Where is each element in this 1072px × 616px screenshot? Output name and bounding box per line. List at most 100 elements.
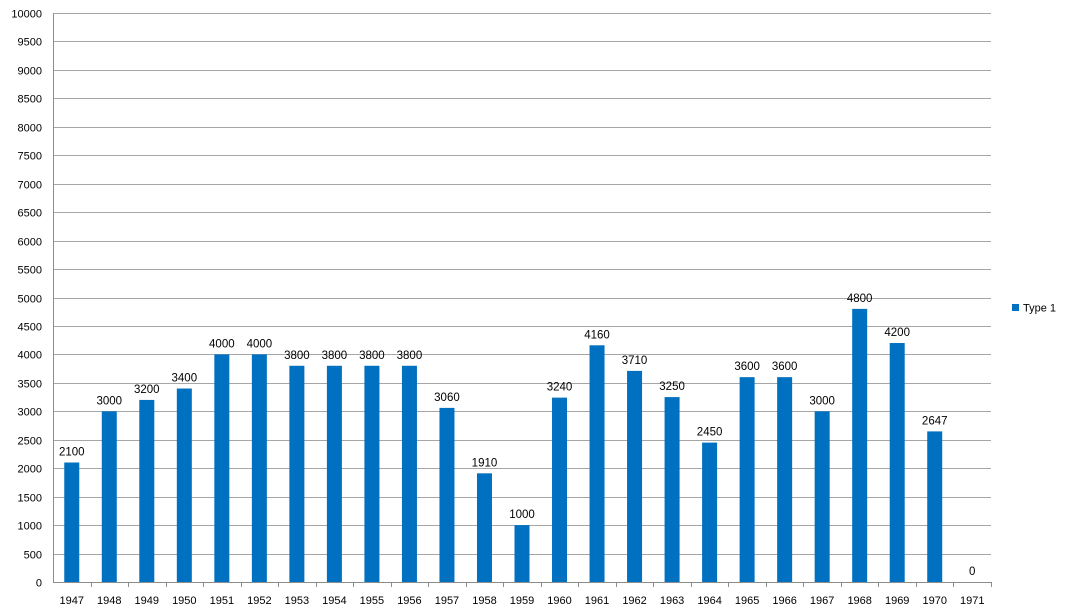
y-tick-label: 3500	[18, 379, 42, 391]
legend-label-type-1: Type 1	[1023, 303, 1056, 315]
data-label-1958: 1910	[472, 457, 498, 469]
data-label-1961: 4160	[584, 329, 610, 341]
data-label-1957: 3060	[434, 392, 460, 404]
y-tick-label: 6000	[18, 237, 42, 249]
x-tick-label: 1971	[960, 595, 984, 607]
x-tick-label: 1947	[60, 595, 84, 607]
y-tick-label: 3000	[18, 407, 42, 419]
data-label-1956: 3800	[397, 350, 423, 362]
y-tick-label: 9000	[18, 66, 42, 78]
bar-1968	[852, 308, 868, 582]
y-tick-label: 1500	[18, 493, 42, 505]
x-tick-label: 1966	[772, 595, 796, 607]
x-tick-label: 1958	[472, 595, 496, 607]
x-tick-label: 1964	[697, 595, 721, 607]
bar-1960	[552, 397, 568, 582]
bars	[64, 308, 943, 582]
data-label-1951: 4000	[209, 338, 235, 350]
bar-1948	[101, 411, 117, 582]
y-tick-label: 9500	[18, 37, 42, 49]
y-tick-label: 500	[24, 550, 42, 562]
bar-1949	[139, 399, 155, 582]
x-tick-label: 1967	[810, 595, 834, 607]
bar-1963	[664, 397, 680, 582]
bar-1964	[702, 442, 718, 582]
y-tick-label: 8500	[18, 94, 42, 106]
data-label-1967: 3000	[809, 395, 835, 407]
y-tick-label: 5500	[18, 265, 42, 277]
data-label-1962: 3710	[622, 355, 648, 367]
x-tick-label: 1961	[585, 595, 609, 607]
y-tick-label: 4500	[18, 322, 42, 334]
data-labels: 2100 3000 3200 3400 4000 4000 3800 3800 3800 3800…	[59, 293, 975, 578]
y-tick-label: 10000	[11, 9, 42, 21]
bar-1956	[401, 365, 417, 582]
data-label-1968: 4800	[847, 293, 873, 305]
data-label-1959: 1000	[509, 509, 535, 521]
bar-1965	[739, 377, 755, 582]
bar-1961	[589, 345, 605, 582]
x-tick-label: 1953	[285, 595, 309, 607]
y-tick-label: 8000	[18, 123, 42, 135]
data-label-1948: 3000	[96, 395, 122, 407]
y-tick-label: 1000	[18, 521, 42, 533]
gridlines	[53, 13, 992, 587]
x-tick-label: 1960	[547, 595, 571, 607]
data-label-1965: 3600	[734, 361, 760, 373]
x-tick-label: 1951	[210, 595, 234, 607]
x-tick-label: 1963	[660, 595, 684, 607]
bar-1951	[214, 354, 230, 582]
x-tick-label: 1965	[735, 595, 759, 607]
x-tick-label: 1954	[322, 595, 346, 607]
x-tick-label: 1969	[885, 595, 909, 607]
y-tick-label: 6500	[18, 208, 42, 220]
x-tick-label: 1948	[97, 595, 121, 607]
x-tick-label: 1957	[435, 595, 459, 607]
x-tick-label: 1955	[360, 595, 384, 607]
data-label-1963: 3250	[659, 381, 685, 393]
legend-swatch-type-1	[1012, 304, 1019, 311]
data-label-1960: 3240	[547, 382, 573, 394]
x-tick-label: 1959	[510, 595, 534, 607]
y-tick-label: 2500	[18, 436, 42, 448]
bar-1957	[439, 407, 455, 582]
bar-1970	[927, 431, 943, 582]
y-tick-label: 5000	[18, 294, 42, 306]
data-label-1970: 2647	[922, 415, 948, 427]
bar-1967	[814, 411, 830, 582]
legend: Type 1	[1012, 303, 1056, 315]
x-tick-label: 1949	[135, 595, 159, 607]
data-label-1969: 4200	[884, 327, 910, 339]
y-tick-label: 4000	[18, 350, 42, 362]
y-axis-tick-labels: 0 500 1000 1500 2000 2500 3000 3500 4000 4500 5000…	[11, 9, 42, 590]
bar-1954	[326, 365, 342, 582]
bar-1966	[777, 377, 793, 582]
bar-1947	[64, 462, 80, 582]
x-tick-label: 1952	[247, 595, 271, 607]
data-label-1950: 3400	[172, 373, 198, 385]
data-label-1964: 2450	[697, 427, 723, 439]
x-tick-label: 1968	[847, 595, 871, 607]
bar-1955	[364, 365, 380, 582]
data-label-1953: 3800	[284, 350, 310, 362]
bar-1962	[627, 370, 643, 582]
data-label-1954: 3800	[322, 350, 348, 362]
data-label-1949: 3200	[134, 384, 160, 396]
data-label-1955: 3800	[359, 350, 385, 362]
data-label-1947: 2100	[59, 447, 85, 459]
bar-1953	[289, 365, 305, 582]
bar-1950	[176, 388, 192, 582]
bar-1969	[889, 343, 905, 582]
x-tick-label: 1970	[922, 595, 946, 607]
data-label-1971: 0	[969, 566, 975, 578]
bar-1959	[514, 525, 530, 582]
y-tick-label: 7000	[18, 180, 42, 192]
x-axis-tick-labels: 1947 1948 1949 1950 1951 1952 1953 1954 1955 1956…	[60, 595, 985, 607]
y-tick-label: 0	[36, 578, 42, 590]
bar-1952	[251, 354, 267, 582]
y-tick-label: 2000	[18, 464, 42, 476]
data-label-1966: 3600	[772, 361, 798, 373]
data-label-1952: 4000	[247, 338, 273, 350]
